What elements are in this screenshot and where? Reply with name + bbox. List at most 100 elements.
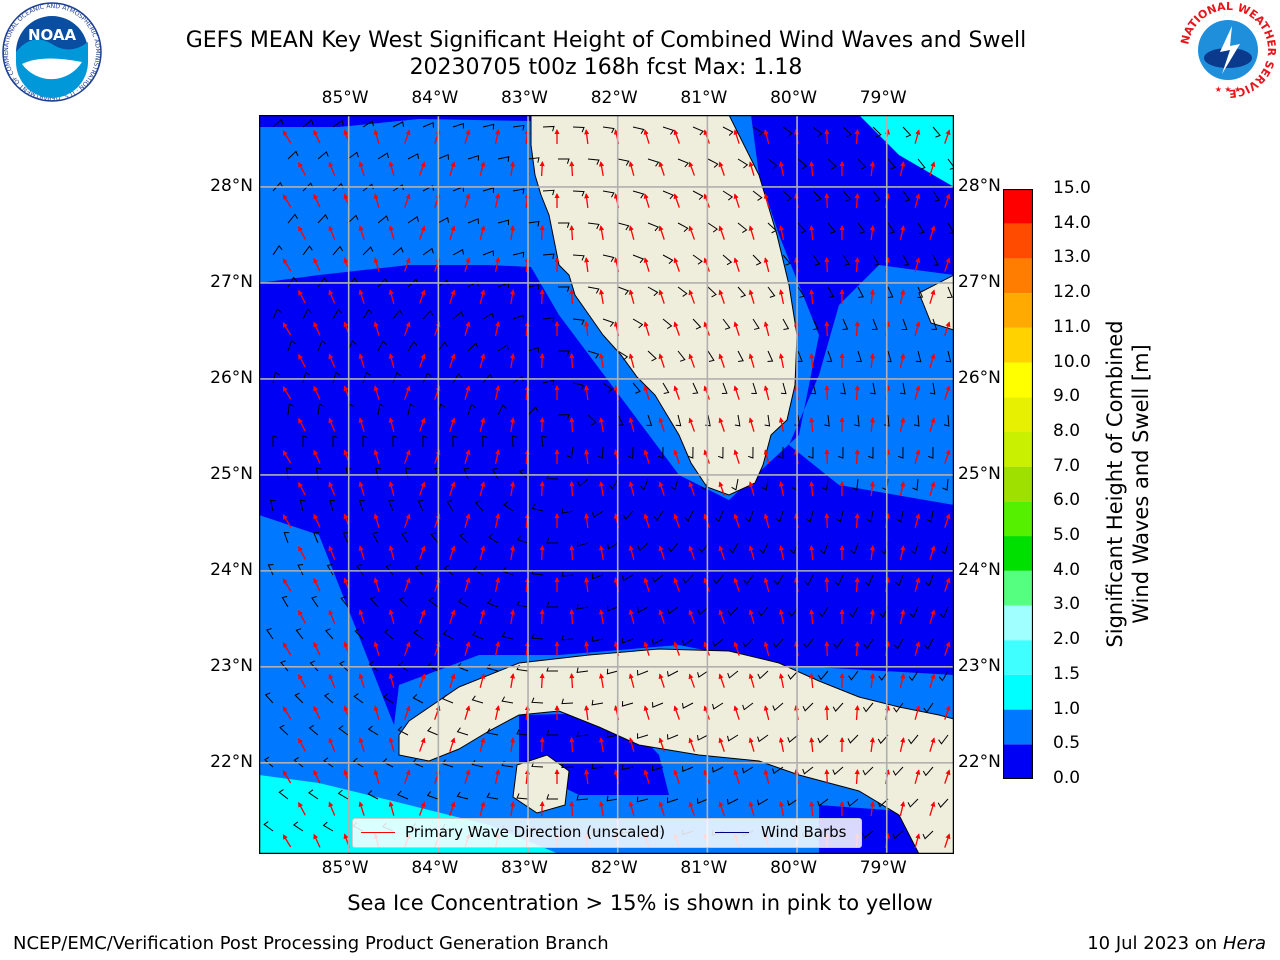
wind-barb xyxy=(929,382,936,395)
wave-arrow xyxy=(328,801,336,816)
lon-tick-label: 82°W xyxy=(590,88,638,108)
wind-barb xyxy=(527,220,540,227)
wind-barb xyxy=(797,350,803,362)
wave-arrow xyxy=(658,353,665,368)
wind-barb xyxy=(637,542,649,552)
wind-barb xyxy=(782,190,793,202)
wave-arrow xyxy=(944,321,951,336)
wave-arrow xyxy=(282,386,292,400)
wave-arrow xyxy=(584,385,590,401)
wave-arrow xyxy=(313,257,321,272)
wind-barb xyxy=(742,638,754,648)
wave-arrow xyxy=(854,512,860,529)
wave-arrow xyxy=(944,385,951,400)
wave-arrow xyxy=(449,225,456,240)
wind-barb xyxy=(727,606,739,617)
wave-arrow xyxy=(569,416,575,433)
wind-barb xyxy=(269,499,276,512)
wave-arrow xyxy=(809,225,815,241)
wave-arrow xyxy=(598,801,605,817)
wind-barb xyxy=(810,382,817,395)
wind-barb xyxy=(572,382,585,390)
colorbar-tick-label: 14.0 xyxy=(1053,212,1091,233)
wave-arrow xyxy=(658,161,665,176)
wind-barb xyxy=(901,318,908,330)
wave-arrow xyxy=(763,513,770,528)
wave-arrow xyxy=(914,705,921,720)
wave-arrow xyxy=(733,385,740,400)
wind-barb xyxy=(682,574,694,584)
wind-barb xyxy=(497,404,507,416)
wind-barb xyxy=(293,757,304,768)
wave-arrow xyxy=(628,417,635,432)
date-text: 10 Jul 2023 on xyxy=(1087,933,1218,954)
wind-barb xyxy=(340,596,349,608)
wind-barb xyxy=(486,728,499,736)
colorbar-swatch xyxy=(1003,327,1033,363)
wave-arrow xyxy=(479,737,486,752)
wind-barb xyxy=(727,734,739,742)
wind-barb xyxy=(482,250,494,256)
wind-barb xyxy=(947,158,954,170)
wave-arrow xyxy=(718,609,725,624)
wind-barb xyxy=(687,446,694,459)
wave-arrow xyxy=(748,225,755,240)
wind-barb xyxy=(382,693,394,704)
wind-barb xyxy=(266,628,274,640)
wind-barb xyxy=(677,222,689,232)
wind-barb xyxy=(887,286,894,299)
wind-barb xyxy=(808,446,814,459)
wave-arrow xyxy=(673,513,680,528)
wave-arrow xyxy=(658,801,665,816)
wave-arrow xyxy=(658,737,665,752)
wind-barb xyxy=(692,382,699,395)
wave-arrow xyxy=(403,769,411,784)
wind-barb xyxy=(666,670,679,677)
wave-arrow xyxy=(869,289,875,305)
wind-barb xyxy=(531,697,544,704)
colorbar-tick-label: 4.0 xyxy=(1053,559,1081,580)
wave-arrow xyxy=(854,768,860,785)
wind-barb xyxy=(607,542,619,550)
wind-barb xyxy=(332,308,343,320)
wave-arrow xyxy=(869,801,875,817)
wave-arrow xyxy=(914,193,921,208)
wave-arrow xyxy=(313,641,321,656)
wave-arrow xyxy=(944,193,951,208)
wave-arrow xyxy=(718,545,725,560)
wave-arrow xyxy=(673,641,680,656)
wave-arrow xyxy=(628,289,635,304)
wind-barb xyxy=(637,606,649,614)
wave-arrow xyxy=(824,768,830,785)
wind-barb xyxy=(817,798,829,807)
wind-barb xyxy=(836,510,844,523)
wave-arrow xyxy=(282,578,292,592)
wind-barb xyxy=(896,510,904,523)
wave-arrow xyxy=(388,289,395,304)
wave-arrow xyxy=(494,257,501,272)
wave-arrow xyxy=(403,641,411,656)
wind-barb xyxy=(712,702,724,710)
wind-barb xyxy=(317,339,327,352)
wind-barb xyxy=(721,382,728,394)
wind-barb xyxy=(302,435,308,448)
wave-arrow xyxy=(373,129,380,144)
wind-barb xyxy=(722,254,733,266)
wind-barbs-legend-line xyxy=(715,832,749,833)
wind-barb xyxy=(652,574,664,583)
wave-arrow xyxy=(643,385,650,400)
wind-barb xyxy=(377,152,389,160)
wind-barb xyxy=(681,702,694,709)
wave-arrow xyxy=(449,353,456,368)
wave-arrow xyxy=(328,353,336,368)
wave-arrow xyxy=(929,161,936,176)
lat-tick-label-left: 27°N xyxy=(210,271,253,292)
wind-barb xyxy=(737,286,747,298)
wave-arrow xyxy=(358,289,365,304)
map-canvas xyxy=(258,114,955,855)
wave-arrow xyxy=(449,417,456,432)
wind-barb xyxy=(437,216,449,224)
wave-arrow xyxy=(479,417,486,432)
colorbar-tick-label: 6.0 xyxy=(1053,490,1081,511)
wave-arrow xyxy=(643,705,650,720)
